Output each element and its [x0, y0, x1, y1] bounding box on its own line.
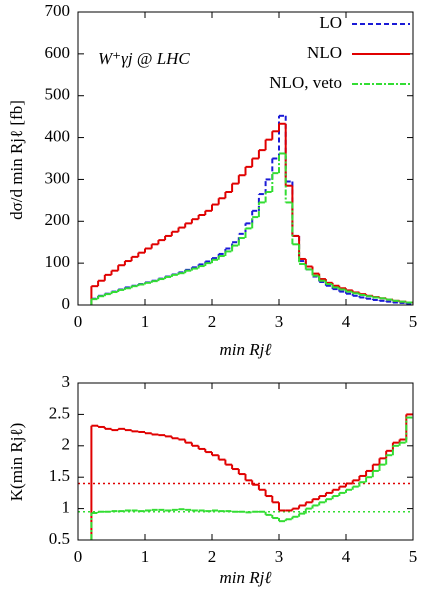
legend-label: NLO, veto: [269, 73, 342, 92]
y-tick-label: 500: [45, 85, 71, 104]
x-tick-label: 1: [141, 547, 150, 566]
x-axis-label: min Rjℓ: [220, 568, 272, 587]
x-tick-label: 2: [208, 547, 217, 566]
x-tick-label: 0: [74, 312, 83, 331]
x-tick-label: 3: [275, 547, 284, 566]
y-tick-label: 600: [45, 43, 71, 62]
x-tick-label: 5: [409, 547, 418, 566]
y-axis-label: dσ/d min Rjℓ [fb]: [7, 100, 26, 220]
legend-label: LO: [319, 13, 342, 32]
y-tick-label: 0: [62, 294, 71, 313]
y-tick-label: 2.5: [49, 403, 70, 422]
y-tick-label: 300: [45, 168, 71, 187]
plot-frame: [77, 382, 414, 541]
x-tick-label: 5: [409, 312, 418, 331]
y-tick-label: 2: [62, 435, 71, 454]
plot-frame: [77, 11, 414, 306]
annotation: W⁺γj @ LHC: [98, 49, 190, 68]
x-tick-label: 4: [342, 547, 351, 566]
y-tick-label: 100: [45, 252, 71, 271]
y-tick-label: 400: [45, 126, 71, 145]
x-tick-label: 0: [74, 547, 83, 566]
legend-label: NLO: [307, 43, 342, 62]
x-axis-label: min Rjℓ: [220, 340, 272, 359]
x-tick-label: 4: [342, 312, 351, 331]
y-tick-label: 1.5: [49, 466, 70, 485]
x-tick-label: 3: [275, 312, 284, 331]
y-tick-label: 1: [62, 498, 71, 517]
x-tick-label: 1: [141, 312, 150, 331]
y-tick-label: 200: [45, 210, 71, 229]
y-axis-label: K(min Rjℓ): [7, 423, 26, 502]
y-tick-label: 700: [45, 1, 71, 20]
y-tick-label: 3: [62, 372, 71, 391]
y-tick-label: 0.5: [49, 529, 70, 548]
x-tick-label: 2: [208, 312, 217, 331]
